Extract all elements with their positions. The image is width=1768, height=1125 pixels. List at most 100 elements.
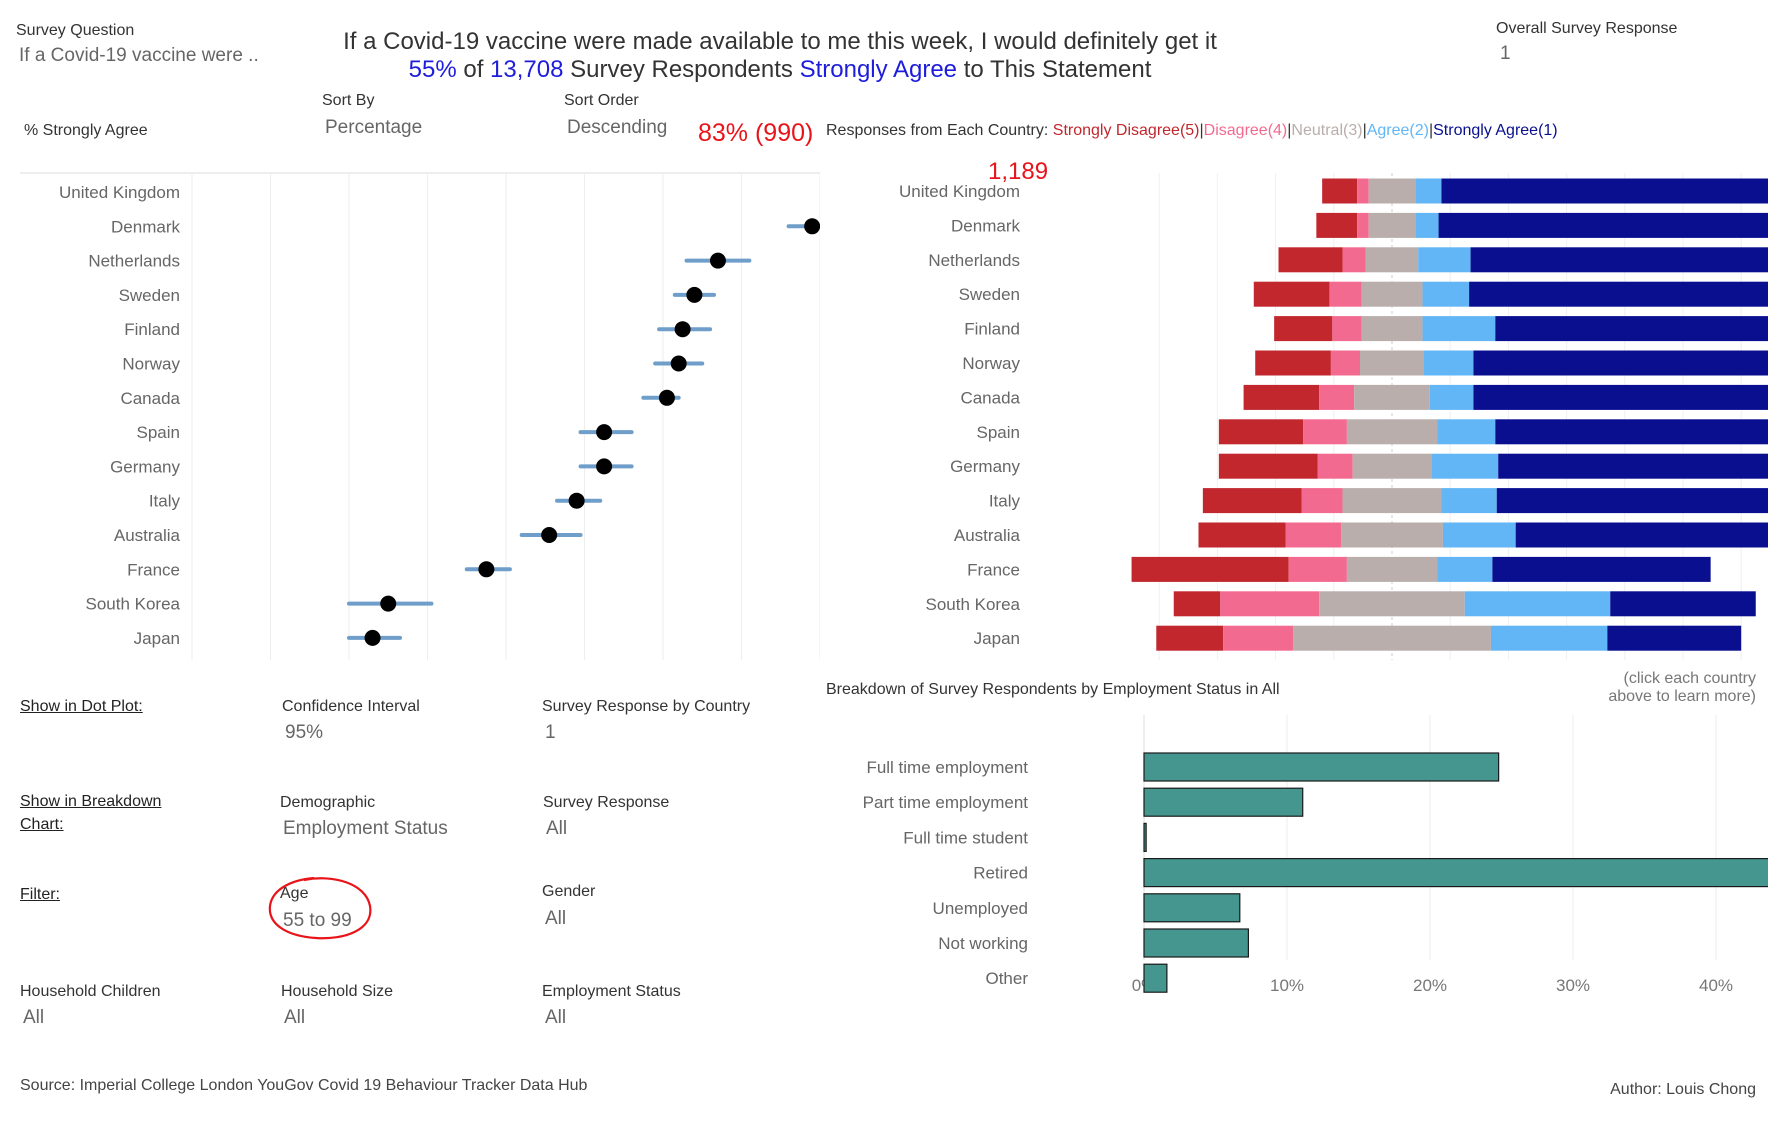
stack-segment [1438,212,1768,238]
stack-segment [1253,281,1330,307]
stack-segment [1441,488,1497,514]
stack-segment [1288,556,1347,582]
breakdown-bar [1143,893,1241,923]
dot-plot-point [686,286,703,303]
breakdown-bar-chart[interactable]: 0%10%20%30%40%50%Full time employmentPar… [820,705,1768,1005]
show-in-breakdown-label-1: Show in Breakdown [20,793,162,810]
stack-segment [1342,247,1366,273]
demographic-dropdown[interactable]: Employment Status [283,818,448,839]
response-legend: Responses from Each Country: Strongly Di… [826,122,1558,140]
breakdown-bar [1143,752,1500,782]
breakdown-x-tick: 30% [1556,976,1590,995]
dot-plot-chart[interactable]: 0%10%20%30%40%50%60%70%80%United Kingdom… [0,150,820,660]
stack-segment [1317,453,1353,479]
overall-response-dropdown[interactable]: 1 [1500,43,1511,64]
stack-segment [1357,212,1369,238]
age-dropdown[interactable]: 55 to 99 [283,910,352,931]
stack-segment [1437,419,1496,445]
stack-segment [1346,419,1438,445]
survey-response-label: Survey Response [543,794,670,811]
stack-segment [1415,178,1442,204]
stack-segment [1422,316,1496,342]
stack-segment [1365,247,1419,273]
stack-segment [1469,281,1768,307]
stack-segment [1173,591,1221,617]
dot-plot-point [478,561,495,578]
dot-plot-country-label: Spain [137,423,180,442]
survey-response-dropdown[interactable]: All [546,818,568,839]
stack-segment [1352,453,1432,479]
stack-segment [1357,178,1369,204]
stack-country-label: Spain [977,423,1020,442]
stack-segment [1473,384,1768,410]
dot-plot-point [380,595,397,612]
gender-label: Gender [542,883,596,900]
dot-plot-country-label: Japan [134,629,180,648]
stack-segment [1607,625,1742,651]
employment-status-dropdown[interactable]: All [545,1007,567,1028]
household-size-label: Household Size [281,983,394,1000]
dot-plot-country-label: United Kingdom [59,183,180,202]
stack-segment [1342,488,1442,514]
stack-segment [1285,522,1342,548]
dashboard-subtitle: 55% of 13,708 Survey Respondents Strongl… [300,56,1260,84]
legend-prefix: Responses from Each Country: [826,122,1049,139]
stack-country-label: Japan [974,629,1020,648]
response-by-country-dropdown[interactable]: 1 [545,722,556,743]
subtitle-pct: 55% [408,56,457,83]
stack-segment [1319,384,1355,410]
subtitle-n: 13,708 [490,56,564,83]
household-size-dropdown[interactable]: All [284,1007,306,1028]
breakdown-bar [1143,787,1304,817]
confidence-interval-dropdown[interactable]: 95% [285,722,324,743]
stack-segment [1316,212,1358,238]
stack-segment [1495,419,1768,445]
dot-plot-point [364,629,381,646]
household-children-dropdown[interactable]: All [23,1007,45,1028]
household-children-label: Household Children [20,983,161,1000]
gender-dropdown[interactable]: All [545,908,567,929]
demographic-label: Demographic [280,794,376,811]
breakdown-category-label: Full time student [903,828,1028,847]
stack-segment [1418,247,1471,273]
stack-country-label: Sweden [959,285,1020,304]
dot-plot-point [674,321,691,338]
dot-plot-country-label: Australia [114,526,181,545]
dot-plot-point [709,252,726,269]
stack-segment [1218,419,1304,445]
stack-country-label: Denmark [951,216,1020,235]
stack-segment [1243,384,1320,410]
stack-segment [1361,316,1423,342]
dot-plot-country-label: Canada [120,389,180,408]
stack-segment [1293,625,1491,651]
response-by-country-label: Survey Response by Country [542,698,751,715]
breakdown-bar [1143,858,1768,888]
stack-segment [1441,178,1768,204]
sort-order-dropdown[interactable]: Descending [567,117,668,138]
breakdown-x-tick: 40% [1699,976,1733,995]
stack-segment [1470,247,1768,273]
stacked-bar-chart[interactable]: -40%-30%-20%-10%0%10%20%30%40%50%60%70%8… [820,150,1768,660]
stack-segment [1319,591,1465,617]
dot-plot-point [596,424,613,441]
survey-question-dropdown[interactable]: If a Covid-19 vaccine were .. [19,45,259,66]
filter-label: Filter: [20,886,60,903]
dot-plot-point [670,355,687,372]
stack-segment [1368,178,1416,204]
stack-segment [1424,350,1474,376]
stack-country-label: United Kingdom [899,182,1020,201]
stack-segment [1361,281,1423,307]
subtitle-mid: Survey Respondents [570,56,793,83]
breakdown-category-label: Unemployed [933,899,1028,918]
stack-segment [1220,591,1320,617]
legend-agree: Agree(2) [1366,122,1429,139]
dot-plot-country-label: South Korea [85,595,180,614]
employment-status-label: Employment Status [542,983,681,1000]
stack-country-label: Norway [962,354,1020,373]
dot-plot-country-label: Sweden [119,286,180,305]
sort-by-dropdown[interactable]: Percentage [325,117,423,138]
stack-segment [1354,384,1430,410]
subtitle-response: Strongly Agree [799,56,958,83]
stack-country-label: Germany [950,457,1020,476]
breakdown-hint: (click each country above to learn more) [1560,670,1756,706]
